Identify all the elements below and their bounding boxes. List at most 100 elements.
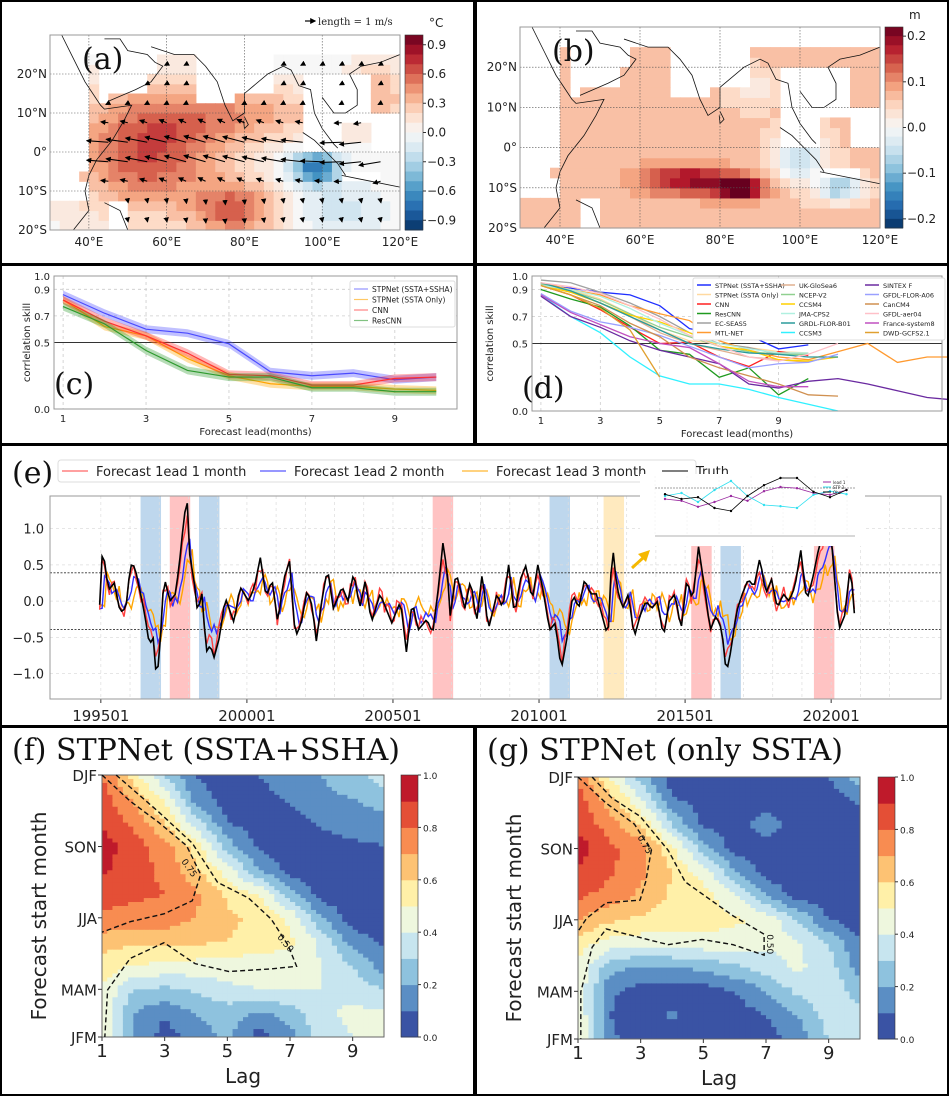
heatmap-cell xyxy=(164,993,171,998)
heatmap-cell xyxy=(357,870,364,875)
map-cell xyxy=(790,217,801,229)
heatmap-cell xyxy=(284,1029,291,1034)
map-cell xyxy=(710,197,721,209)
heatmap-cell xyxy=(378,862,385,867)
heatmap-cell xyxy=(253,822,260,828)
heatmap-cell xyxy=(222,997,228,1002)
heatmap-cell xyxy=(357,782,364,788)
map-cell xyxy=(156,83,168,95)
map-cell xyxy=(283,64,294,75)
map-cell xyxy=(118,142,129,153)
map-cell xyxy=(166,161,177,173)
legend-label: MTL-NET xyxy=(715,330,743,338)
heatmap-cell xyxy=(169,997,176,1002)
map-cell xyxy=(312,191,323,202)
heatmap-cell xyxy=(363,921,369,927)
wind-vector xyxy=(260,136,284,143)
map-cell xyxy=(254,132,265,143)
heatmap-cell xyxy=(373,870,380,875)
map-cell xyxy=(530,217,541,229)
map-cell xyxy=(630,167,641,179)
heatmap-cell xyxy=(175,997,181,1002)
heatmap-cell xyxy=(216,1025,223,1030)
heatmap-cell xyxy=(357,866,364,871)
heatmap-cell xyxy=(237,778,244,784)
wind-vector xyxy=(255,119,265,125)
heatmap-cell xyxy=(305,933,312,939)
heatmap-cell xyxy=(300,798,307,804)
map-cell xyxy=(650,197,661,209)
heatmap-cell xyxy=(378,866,385,871)
map-cell xyxy=(780,187,791,199)
heatmap-cell xyxy=(112,993,119,998)
heatmap-cell xyxy=(290,949,296,955)
map-cell xyxy=(176,113,187,124)
heatmap-cell xyxy=(122,782,129,788)
heatmap-cell xyxy=(290,993,296,998)
heatmap-cell xyxy=(243,775,249,780)
heatmap-cell xyxy=(133,1017,140,1022)
heatmap-cell xyxy=(326,1029,333,1034)
map-cell xyxy=(195,103,207,114)
heatmap-cell xyxy=(102,917,108,923)
heatmap-cell xyxy=(368,945,375,951)
heatmap-cell xyxy=(373,965,380,971)
heatmap-cell xyxy=(164,814,171,820)
heatmap-cell xyxy=(154,1025,160,1030)
heatmap-cell xyxy=(185,874,192,879)
heatmap-cell xyxy=(206,1005,213,1010)
heatmap-cell xyxy=(216,802,223,808)
map-cell xyxy=(195,132,207,143)
map-cell xyxy=(570,117,581,129)
heatmap-cell xyxy=(227,866,234,871)
heatmap-cell xyxy=(216,1005,223,1010)
heatmap-cell xyxy=(326,834,333,840)
heatmap-cell xyxy=(159,949,166,955)
heatmap-cell xyxy=(143,790,150,796)
heatmap-cell xyxy=(201,830,207,836)
heatmap-cell xyxy=(185,1033,192,1038)
map-cell xyxy=(530,207,541,219)
map-cell xyxy=(370,93,382,104)
heatmap-cell xyxy=(326,830,333,836)
heatmap-cell xyxy=(331,909,338,915)
heatmap-cell xyxy=(352,822,359,828)
heatmap-cell xyxy=(102,973,108,978)
heatmap-cell xyxy=(321,790,328,796)
heatmap-cell xyxy=(269,882,275,887)
map-cell xyxy=(351,191,362,202)
heatmap-cell xyxy=(316,953,322,959)
map-cell xyxy=(750,117,761,129)
map-cell xyxy=(600,107,611,119)
heatmap-cell xyxy=(263,874,270,879)
heatmap-cell xyxy=(258,838,265,843)
map-cell xyxy=(98,220,109,231)
wind-vector xyxy=(338,60,346,66)
heatmap-cell xyxy=(232,985,239,990)
heatmap-cell xyxy=(373,1013,380,1018)
heatmap-cell xyxy=(310,898,317,903)
heatmap-cell xyxy=(248,810,254,816)
heatmap-cell xyxy=(185,925,192,931)
map-cell xyxy=(750,187,761,199)
map-cell xyxy=(215,191,226,202)
map-cell xyxy=(390,74,401,85)
heatmap-cell xyxy=(331,882,338,887)
heatmap-cell xyxy=(190,826,197,832)
map-cell xyxy=(390,93,401,104)
heatmap-cell xyxy=(378,945,385,951)
heatmap-cell xyxy=(243,830,249,836)
heatmap-cell xyxy=(107,866,113,871)
colorbar-segment xyxy=(405,210,423,221)
heatmap-cell xyxy=(201,854,207,859)
heatmap-cell xyxy=(258,989,265,994)
y-tick-label: 1.0 xyxy=(512,272,528,283)
heatmap-cell xyxy=(185,842,192,847)
heatmap-cell xyxy=(122,822,129,828)
map-cell xyxy=(88,64,100,75)
map-cell xyxy=(59,220,71,231)
heatmap-cell xyxy=(347,985,354,990)
heatmap-cell xyxy=(316,961,322,967)
heatmap-cell xyxy=(253,989,260,994)
heatmap-cell xyxy=(337,989,343,994)
